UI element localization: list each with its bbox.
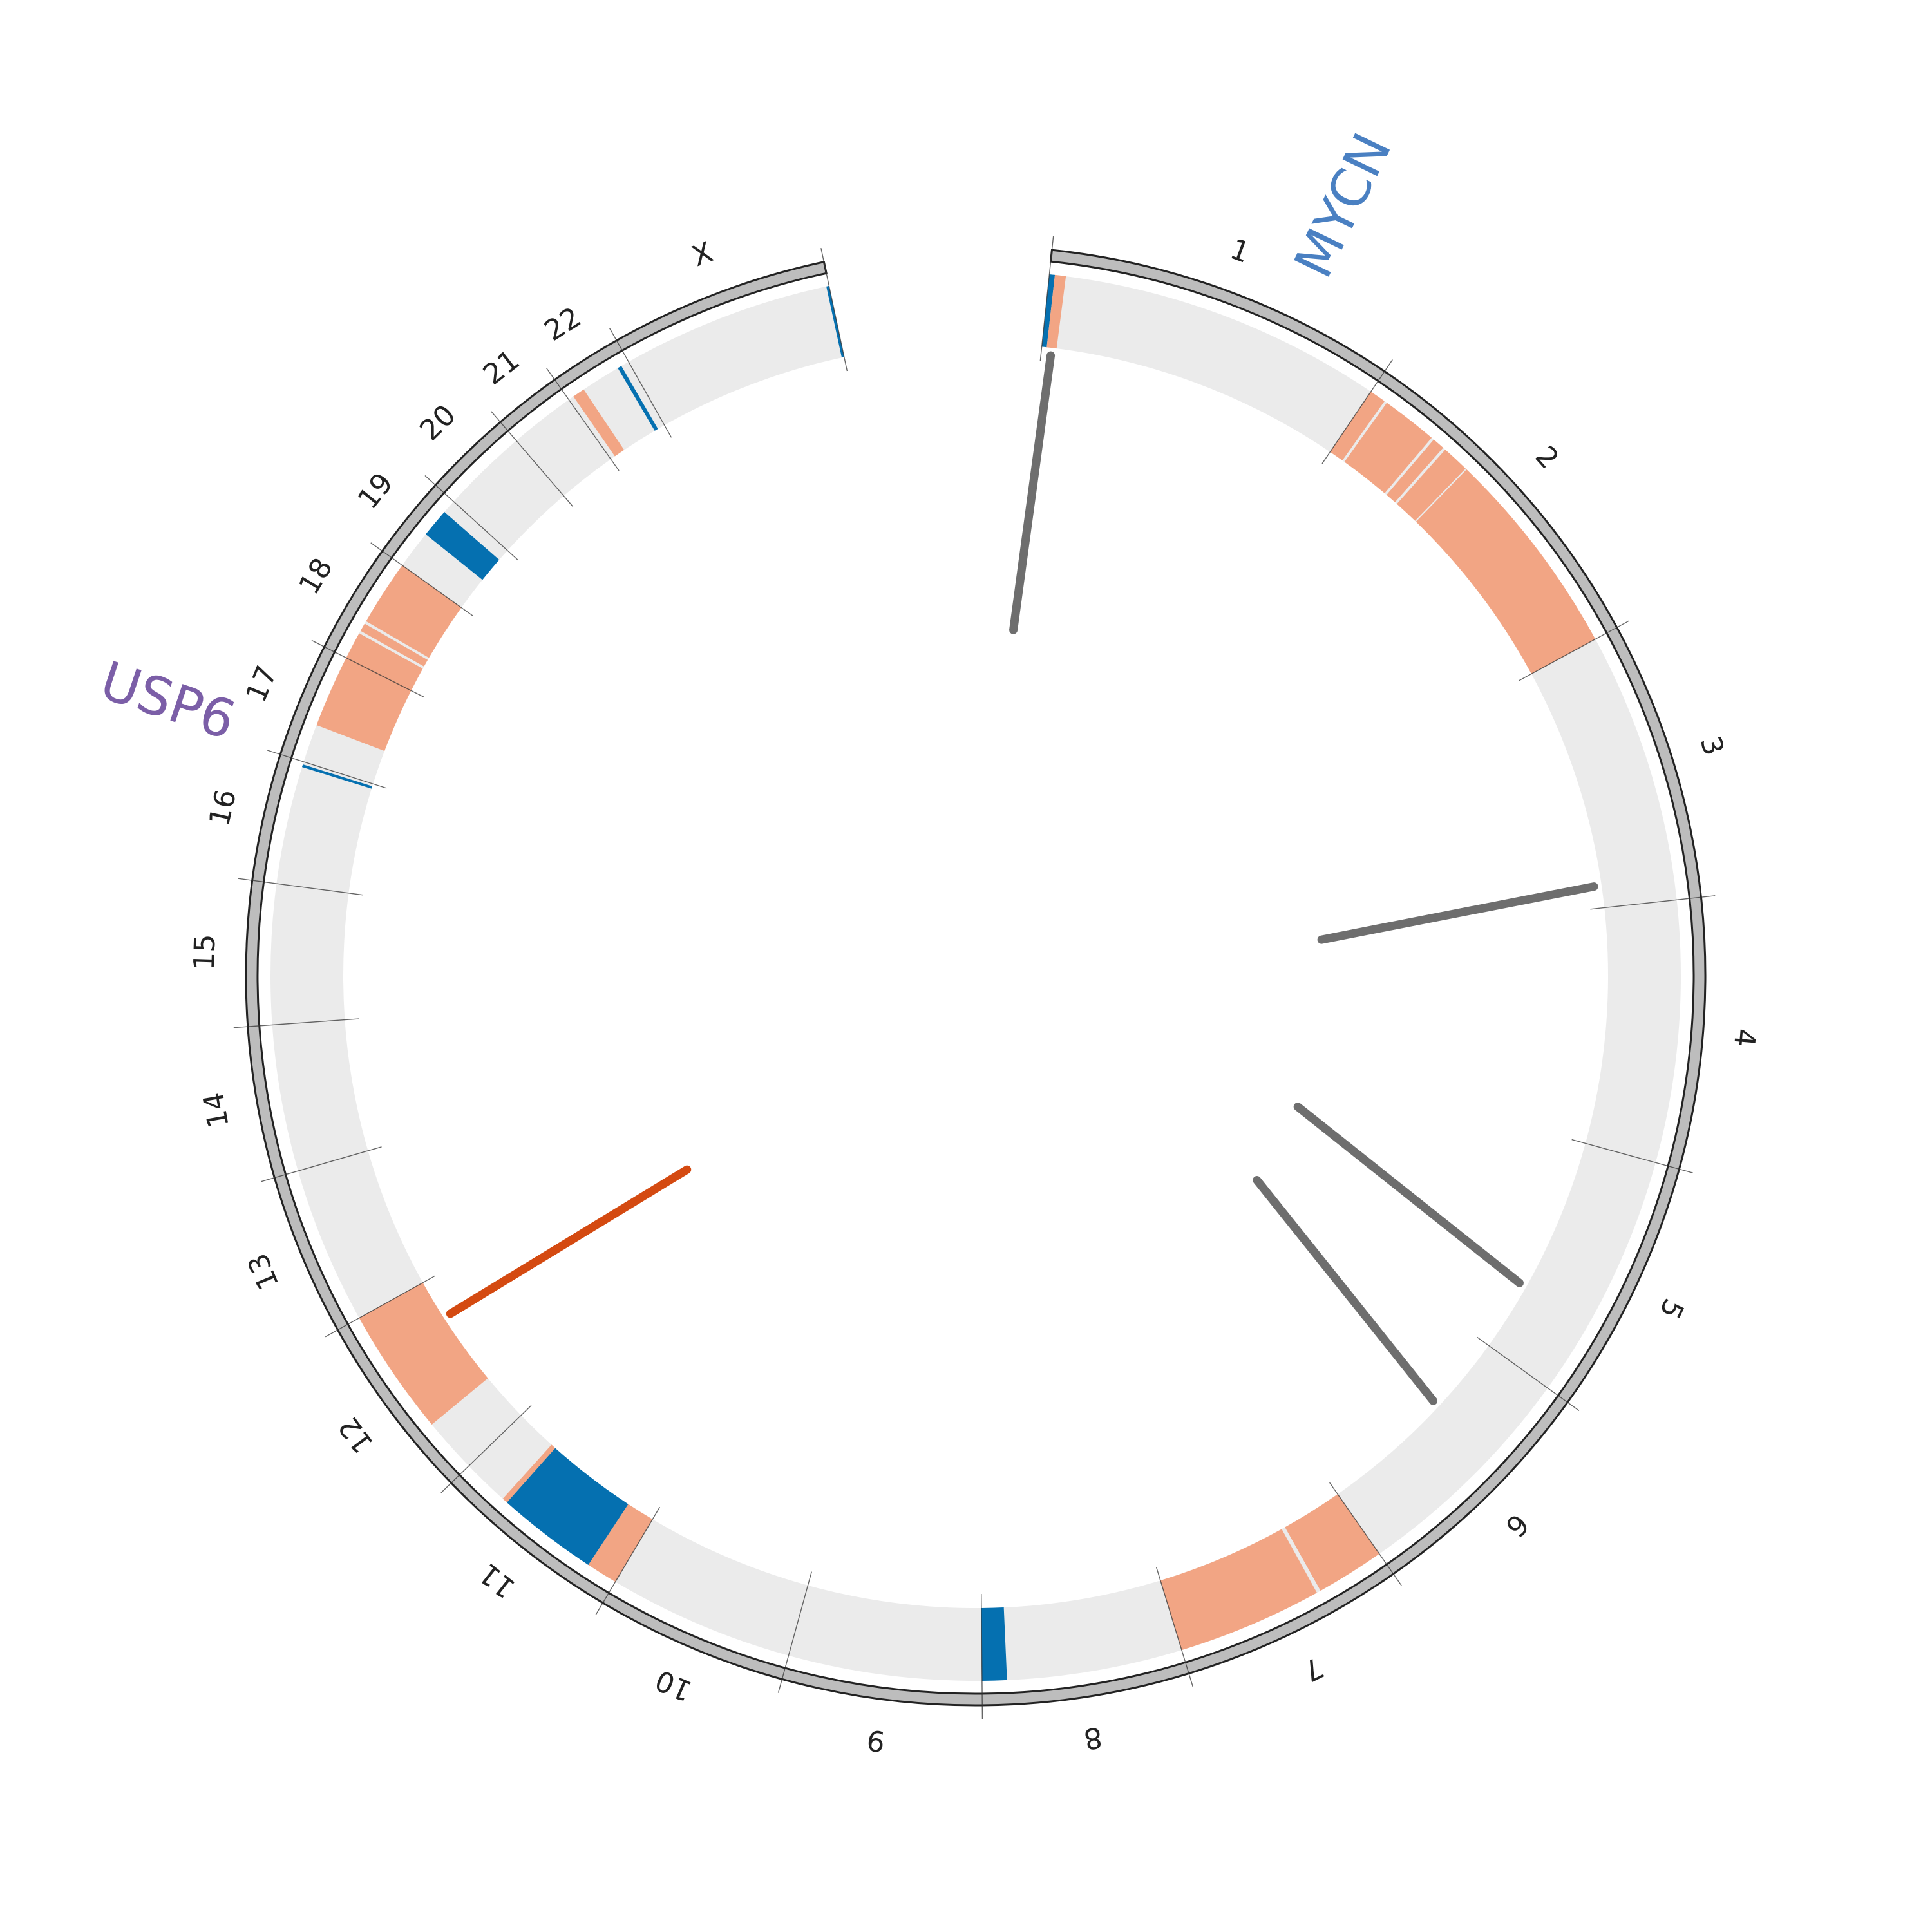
chromosome-divider: [325, 1275, 436, 1338]
cn-segment-gain-chr11: [588, 1504, 653, 1582]
chromosome-divider: [238, 878, 363, 896]
chromosome-label-20: 20: [413, 399, 462, 448]
chromosome-label-5: 5: [1653, 1293, 1690, 1323]
chromosome-label-22: 22: [539, 301, 587, 348]
gene-labels: MYCN USP6: [93, 124, 1404, 752]
cn-segment-loss-chr19: [425, 511, 500, 580]
chromosome-ideogram-ring: [245, 249, 1707, 1707]
chromosome-label-3: 3: [1694, 732, 1730, 759]
chromosome-label-1: 1: [1226, 232, 1255, 270]
chromosome-label-8: 8: [1082, 1720, 1104, 1756]
chromosome-label-12: 12: [332, 1410, 380, 1459]
chromosome-divider: [1155, 1566, 1194, 1687]
chromosome-divider: [267, 750, 387, 789]
chromosome-divider: [1039, 236, 1054, 361]
chromosome-label-2: 2: [1529, 440, 1566, 475]
cn-segment-loss-chr22: [618, 366, 658, 431]
chromosome-divider: [440, 1405, 532, 1493]
chromosome-label-18: 18: [292, 553, 339, 600]
cn-segment-gain-chr12: [359, 1282, 488, 1425]
ideogram-band: [245, 249, 1707, 1707]
cn-segment-loss-chr1: [1041, 274, 1056, 348]
chromosome-divider: [595, 1506, 661, 1616]
chromosome-label-21: 21: [477, 343, 526, 392]
chromosome-label-15: 15: [188, 934, 222, 971]
cn-segment-gain-chr17: [316, 658, 412, 752]
copy-number-segments: [301, 274, 1596, 1681]
chromosome-label-4: 4: [1727, 1027, 1761, 1048]
chromosome-divider: [1321, 359, 1393, 464]
chromosome-label-10: 10: [650, 1663, 697, 1707]
chromosome-label-13: 13: [242, 1249, 286, 1294]
chromosome-divider: [1519, 620, 1630, 681]
chromosome-label-9: 9: [865, 1723, 887, 1757]
chromosome-label-19: 19: [352, 467, 400, 516]
chromosome-divider: [546, 368, 620, 471]
chromosome-divider: [777, 1571, 812, 1693]
chromosome-label-7: 7: [1298, 1651, 1328, 1688]
structural-variant-links: [446, 351, 1598, 1405]
chromosome-divider: [260, 1146, 382, 1182]
sv-link-chr5: [1293, 1103, 1524, 1287]
sv-link-chr1: [1009, 351, 1056, 634]
cn-segment-gain-chr2: [1396, 450, 1466, 521]
chromosome-label-14: 14: [197, 1090, 236, 1131]
chromosome-divider: [233, 1018, 359, 1028]
cn-segment-gain-chr18: [366, 565, 462, 658]
cn-segment-gain-chr22: [573, 389, 625, 457]
chromosome-divider: [820, 248, 848, 372]
cn-segment-gain-chr2: [1386, 439, 1444, 502]
sv-link-chr3: [1317, 882, 1598, 944]
cn-segment-gain-chr7: [1285, 1494, 1379, 1591]
chromosome-label-11: 11: [473, 1557, 522, 1605]
sv-link-chr12: [446, 1165, 692, 1318]
cn-segment-gain-chr1: [1046, 274, 1066, 349]
gene-label-mycn: MYCN: [1283, 124, 1404, 287]
cn-segment-loss-chr16: [301, 764, 373, 789]
chromosome-label-16: 16: [203, 786, 243, 829]
cn-segment-gain-chr18: [360, 623, 428, 667]
chromosome-dividers: [233, 236, 1716, 1719]
cn-segment-gain-chr11: [502, 1444, 556, 1502]
chromosome-divider: [1590, 895, 1716, 910]
chromosome-divider: [609, 328, 672, 438]
cn-segment-loss-chrX: [826, 285, 844, 358]
chromosome-divider: [1329, 1482, 1402, 1586]
chromosome-divider: [1477, 1336, 1580, 1412]
cn-segment-gain-chr2: [1416, 469, 1596, 674]
chromosome-divider: [1571, 1139, 1693, 1173]
cn-segment-loss-chr8: [981, 1607, 1007, 1681]
chromosome-divider: [311, 639, 424, 697]
chromosome-divider: [980, 1593, 983, 1719]
chromosome-divider: [424, 475, 518, 561]
chromosome-label-17: 17: [240, 661, 283, 707]
cn-segment-loss-chr11: [507, 1448, 629, 1565]
chromosome-label-6: 6: [1499, 1507, 1535, 1543]
gene-label-usp6: USP6: [93, 650, 243, 752]
cn-segment-gain-chr18: [346, 633, 423, 691]
cn-segment-gain-chr2: [1330, 392, 1385, 460]
cn-segment-gain-chr7: [1160, 1529, 1317, 1651]
sv-link-chr6: [1253, 1176, 1438, 1405]
cn-segment-gain-chr2: [1344, 402, 1432, 493]
chromosome-divider: [491, 411, 574, 507]
chromosome-label-X: X: [688, 236, 717, 273]
chromosome-divider: [370, 542, 473, 616]
